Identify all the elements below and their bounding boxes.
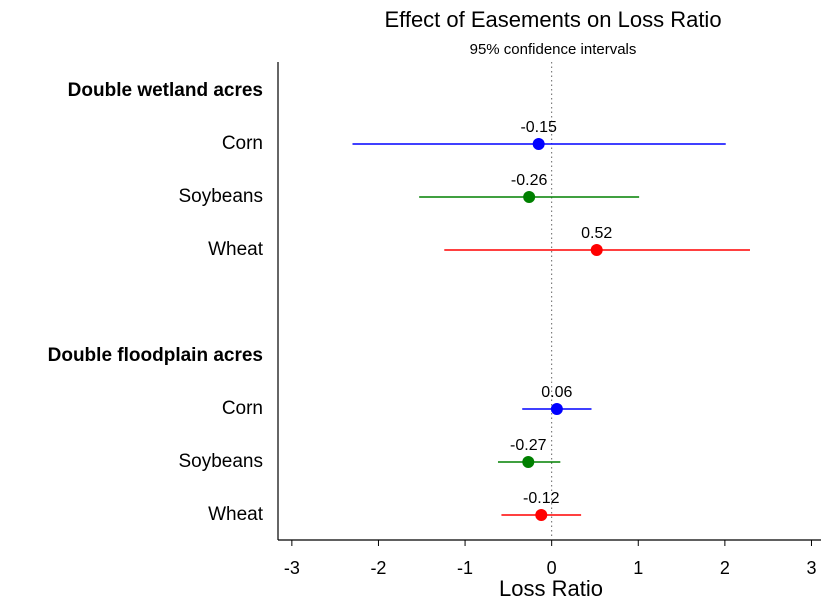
row-label: Soybeans — [178, 451, 263, 472]
row-label: Corn — [222, 133, 263, 154]
value-label: -0.15 — [520, 119, 557, 136]
row-label: Soybeans — [178, 186, 263, 207]
point-estimate — [523, 191, 536, 203]
point-estimate — [535, 509, 548, 521]
x-tick-label: -1 — [457, 558, 473, 578]
value-label: 0.06 — [541, 384, 572, 401]
group-header: Double floodplain acres — [48, 345, 263, 366]
x-tick-label: 1 — [633, 558, 643, 578]
value-label: -0.27 — [510, 437, 547, 454]
chart-title: Effect of Easements on Loss Ratio — [384, 7, 721, 32]
value-label: -0.12 — [523, 490, 560, 507]
x-tick-label: 0 — [547, 558, 557, 578]
x-tick-label: 2 — [720, 558, 730, 578]
row-label: Wheat — [208, 504, 264, 525]
x-tick-label: -3 — [284, 558, 300, 578]
x-tick-label: -2 — [370, 558, 386, 578]
row-label: Wheat — [208, 239, 264, 260]
point-estimate — [550, 403, 563, 415]
x-tick-label: 3 — [806, 558, 816, 578]
point-estimate — [532, 138, 545, 150]
point-estimate — [522, 456, 535, 468]
point-estimate — [590, 244, 603, 256]
chart-subtitle: 95% confidence intervals — [470, 41, 637, 58]
row-label: Corn — [222, 398, 263, 419]
x-axis-label: Loss Ratio — [499, 576, 603, 601]
group-header: Double wetland acres — [68, 80, 263, 101]
value-label: -0.26 — [511, 172, 548, 189]
value-label: 0.52 — [581, 225, 612, 242]
